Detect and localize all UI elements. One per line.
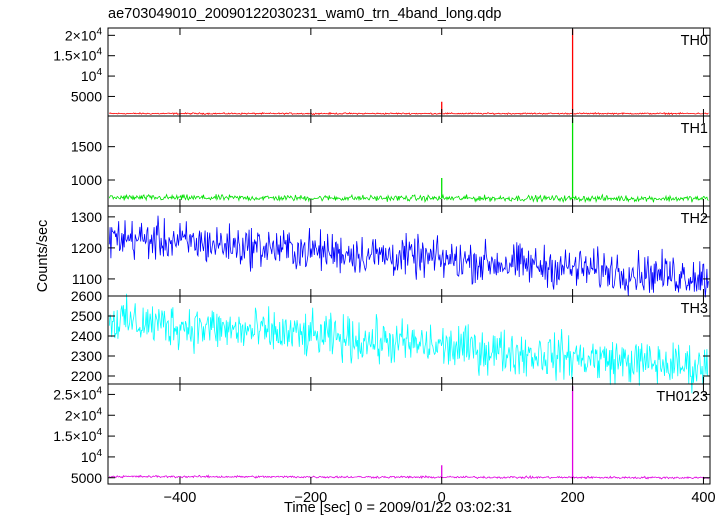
x-tick-label: 400: [691, 490, 715, 506]
panel-label-th0: TH0: [681, 33, 708, 49]
chart-title: ae703049010_20090122030231_wam0_trn_4ban…: [108, 6, 501, 22]
y-tick-label: 1500: [71, 139, 102, 155]
panel-label-th0123: TH0123: [656, 389, 708, 405]
series-line-th1: [108, 193, 709, 204]
panel-th3: 2200 2300 2400 2500 2600 TH3: [71, 288, 711, 394]
x-tick-label: 200: [560, 490, 584, 506]
panel-frame: [107, 383, 711, 485]
y-tick-label: 2×104: [65, 26, 103, 43]
y-tick-label: 1100: [72, 271, 102, 287]
x-axis: −400 −200 0 200 400: [164, 490, 716, 506]
y-tick-label: 1.5×104: [53, 427, 102, 444]
y-tick-label: 2.5×104: [53, 385, 102, 402]
series-line-th0123: [108, 474, 709, 480]
x-axis-label: Time [sec] 0 = 2009/01/22 03:02:31: [284, 500, 512, 516]
y-tick-label: 5000: [71, 470, 102, 486]
y-tick-label: 2300: [71, 348, 102, 364]
y-tick-label: 2500: [71, 308, 102, 324]
panel-frame: [107, 115, 711, 207]
panel-th1: 1000 1500 TH1: [71, 115, 711, 207]
series-line-th0: [109, 111, 709, 116]
panel-th0123: 5000 104 1.5×104 2×104 2.5×104 TH0123: [53, 383, 711, 486]
y-tick-label: 1300: [71, 209, 102, 225]
y-tick-label: 5000: [71, 88, 102, 104]
panels-group: 5000 104 1.5×104 2×104 TH0 1000 1500 TH1 1100 120…: [53, 26, 711, 486]
x-tick-label: −200: [295, 490, 328, 506]
panel-frame: [107, 27, 711, 117]
y-tick-label: 104: [81, 448, 103, 465]
y-tick-label: 2×104: [65, 406, 103, 423]
y-tick-label: 2400: [71, 328, 102, 344]
y-tick-label: 1.5×104: [53, 47, 102, 64]
y-tick-label: 1000: [71, 172, 102, 188]
panel-th2: 1100 1200 1300 TH2: [71, 205, 711, 298]
series-line-th2: [108, 215, 709, 298]
y-tick-label: 2200: [71, 368, 102, 384]
y-axis-label: Counts/sec: [35, 220, 51, 293]
panel-label-th3: TH3: [681, 301, 708, 317]
x-tick-label: −400: [164, 490, 197, 506]
y-tick-label: 1200: [71, 240, 102, 256]
panel-label-th1: TH1: [681, 121, 708, 137]
x-tick-label: 0: [438, 490, 446, 506]
panel-th0: 5000 104 1.5×104 2×104 TH0: [53, 26, 711, 117]
series-line-th3: [108, 293, 709, 394]
panel-label-th2: TH2: [681, 211, 708, 227]
y-tick-label: 104: [81, 67, 103, 84]
y-tick-label: 2600: [71, 288, 102, 304]
